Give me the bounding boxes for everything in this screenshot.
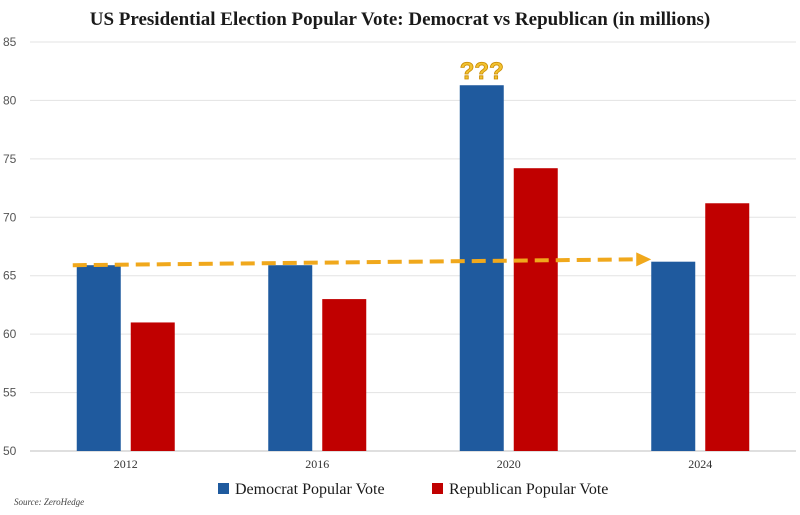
bar-republican-2020 <box>513 168 558 451</box>
y-tick-label: 80 <box>3 93 17 107</box>
x-tick-label: 2016 <box>305 457 329 471</box>
y-tick-label: 70 <box>3 210 17 224</box>
x-axis-ticks: 2012 2016 2020 2024 <box>114 457 713 471</box>
annotations: ??? <box>459 58 504 86</box>
x-tick-label: 2020 <box>497 457 521 471</box>
legend-swatch-republican <box>432 483 443 494</box>
legend-swatch-democrat <box>218 483 229 494</box>
legend-label-republican: Republican Popular Vote <box>449 481 608 498</box>
y-tick-label: 65 <box>3 269 17 283</box>
chart-title: US Presidential Election Popular Vote: D… <box>90 9 711 30</box>
y-tick-label: 50 <box>3 444 17 458</box>
y-tick-label: 60 <box>3 327 17 341</box>
y-axis-ticks: 50 55 60 65 70 75 80 85 <box>3 35 17 458</box>
trend-arrow-line <box>72 257 638 268</box>
bar-republican-2016 <box>322 299 367 451</box>
annotation-question-marks: ??? <box>460 58 504 85</box>
source-note: Source: ZeroHedge <box>14 497 84 507</box>
y-tick-label: 55 <box>3 386 17 400</box>
y-tick-label: 85 <box>3 35 17 49</box>
x-tick-label: 2024 <box>688 457 712 471</box>
trend-arrow <box>72 252 652 268</box>
legend-label-democrat: Democrat Popular Vote <box>235 481 385 498</box>
bar-democrat-2024 <box>651 261 696 451</box>
legend: Democrat Popular Vote Republican Popular… <box>218 481 608 498</box>
y-tick-label: 75 <box>3 152 17 166</box>
bar-democrat-2020 <box>459 85 504 451</box>
trend-arrow-head <box>636 252 652 267</box>
bar-democrat-2016 <box>268 265 313 451</box>
bar-republican-2024 <box>705 203 750 451</box>
x-tick-label: 2012 <box>114 457 138 471</box>
bar-democrat-2012 <box>76 265 121 451</box>
bar-republican-2012 <box>130 322 175 451</box>
bars <box>76 85 750 451</box>
